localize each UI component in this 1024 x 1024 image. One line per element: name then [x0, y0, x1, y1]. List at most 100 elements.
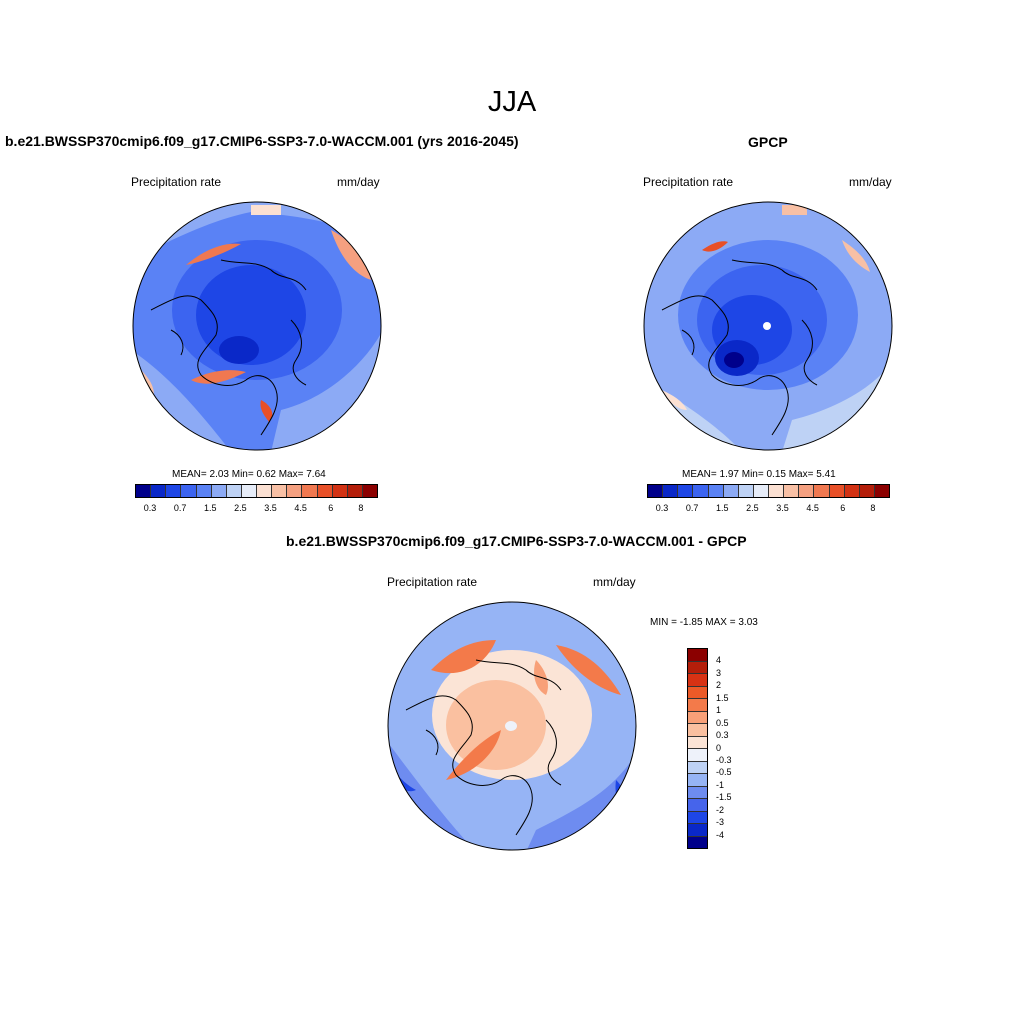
colorbar-bin [723, 485, 739, 497]
colorbar-bin [688, 774, 707, 787]
obs-polar-map [643, 201, 893, 451]
colorbar-bin [769, 485, 785, 497]
colorbar-bin [347, 485, 363, 497]
colorbar-tick-label: 2.5 [746, 503, 759, 513]
colorbar-bin [287, 485, 303, 497]
colorbar-tick-label: -2 [716, 804, 725, 815]
obs-units-label: mm/day [849, 175, 892, 189]
diff-units-label: mm/day [593, 575, 636, 589]
colorbar-bin [693, 485, 709, 497]
colorbar-bin [181, 485, 197, 497]
obs-stats: MEAN= 1.97 Min= 0.15 Max= 5.41 [682, 469, 836, 480]
colorbar-bin [648, 485, 664, 497]
model-units-label: mm/day [337, 175, 380, 189]
model-colorbar [135, 484, 378, 498]
colorbar-bin [688, 811, 707, 824]
diff-panel-title: b.e21.BWSSP370cmip6.f09_g17.CMIP6-SSP3-7… [286, 533, 747, 549]
colorbar-bin [859, 485, 875, 497]
colorbar-bin [678, 485, 694, 497]
colorbar-tick-label: 8 [358, 503, 364, 513]
colorbar-tick-label: -4 [716, 829, 725, 840]
colorbar-bin [272, 485, 288, 497]
colorbar-tick-label: -0.5 [716, 767, 732, 778]
colorbar-bin [688, 824, 707, 837]
colorbar-tick-label: 0.3 [143, 503, 157, 513]
colorbar-tick-label: 3.5 [264, 503, 277, 513]
colorbar-tick-label: 6 [328, 503, 334, 513]
colorbar-bin [688, 686, 707, 699]
colorbar-bin [688, 749, 707, 762]
colorbar-tick-label: 1 [716, 705, 722, 716]
colorbar-tick-label: 8 [870, 503, 876, 513]
colorbar-tick-label: 0 [716, 742, 722, 753]
colorbar-bin [226, 485, 242, 497]
colorbar-bin [753, 485, 769, 497]
colorbar-tick-label: -1 [716, 779, 725, 790]
model-polar-map [132, 201, 382, 451]
colorbar-bin [257, 485, 273, 497]
obs-variable-label: Precipitation rate [643, 175, 734, 189]
colorbar-bin [844, 485, 860, 497]
colorbar-tick-label: 0.7 [173, 503, 187, 513]
colorbar-tick-label: 3.5 [776, 503, 789, 513]
colorbar-bin [688, 711, 707, 724]
colorbar-bin [829, 485, 845, 497]
colorbar-tick-label: 0.5 [716, 717, 729, 728]
colorbar-tick-label: 0.7 [685, 503, 699, 513]
colorbar-tick-label: 4.5 [294, 503, 307, 513]
obs-colorbar-labels: 0.3 0.7 1.5 2.5 3.5 4.5 6 8 [647, 503, 888, 515]
colorbar-bin [663, 485, 679, 497]
colorbar-bin [136, 485, 152, 497]
colorbar-bin [688, 674, 707, 687]
colorbar-tick-label: 0.3 [655, 503, 669, 513]
diff-variable-label: Precipitation rate [387, 575, 478, 589]
colorbar-tick-label: 1.5 [716, 692, 729, 703]
season-title: JJA [487, 86, 537, 118]
obs-panel-title: GPCP [748, 134, 788, 150]
colorbar-bin [784, 485, 800, 497]
colorbar-bin [166, 485, 182, 497]
colorbar-tick-label: -1.5 [716, 792, 732, 803]
colorbar-bin [688, 761, 707, 774]
colorbar-tick-label: 4 [716, 655, 722, 666]
colorbar-bin [241, 485, 257, 497]
colorbar-tick-label: 4.5 [806, 503, 819, 513]
colorbar-bin [302, 485, 318, 497]
colorbar-tick-label: 2.5 [234, 503, 247, 513]
diff-polar-map [387, 601, 637, 851]
colorbar-tick-label: -3 [716, 817, 725, 828]
colorbar-bin [196, 485, 212, 497]
model-variable-label: Precipitation rate [131, 175, 222, 189]
colorbar-bin [738, 485, 754, 497]
colorbar-bin [688, 699, 707, 712]
colorbar-tick-label: 2 [716, 680, 722, 691]
colorbar-bin [688, 786, 707, 799]
diff-colorbar [687, 648, 708, 849]
colorbar-tick-label: -0.3 [716, 754, 732, 765]
colorbar-tick-label: 1.5 [204, 503, 217, 513]
colorbar-bin [151, 485, 167, 497]
colorbar-bin [874, 485, 889, 497]
colorbar-bin [211, 485, 227, 497]
model-panel-title: b.e21.BWSSP370cmip6.f09_g17.CMIP6-SSP3-7… [5, 133, 519, 149]
colorbar-bin [708, 485, 724, 497]
model-stats: MEAN= 2.03 Min= 0.62 Max= 7.64 [172, 469, 326, 480]
model-colorbar-labels: 0.3 0.7 1.5 2.5 3.5 4.5 6 8 [135, 503, 376, 515]
diff-stats: MIN = -1.85 MAX = 3.03 [650, 617, 758, 628]
colorbar-bin [814, 485, 830, 497]
obs-colorbar [647, 484, 890, 498]
colorbar-bin [688, 836, 707, 848]
colorbar-bin [688, 736, 707, 749]
colorbar-tick-label: 3 [716, 667, 722, 678]
colorbar-tick-label: 1.5 [716, 503, 729, 513]
colorbar-tick-label: 6 [840, 503, 846, 513]
colorbar-bin [688, 661, 707, 674]
colorbar-bin [332, 485, 348, 497]
colorbar-bin [317, 485, 333, 497]
diff-colorbar-labels: 4 3 2 1.5 1 0.5 0.3 0 -0.3 -0.5 -1 -1.5 -2 -3 -4 [716, 648, 756, 847]
colorbar-tick-label: 0.3 [716, 730, 729, 741]
colorbar-bin [688, 799, 707, 812]
colorbar-bin [688, 724, 707, 737]
colorbar-bin [688, 649, 707, 662]
colorbar-bin [799, 485, 815, 497]
